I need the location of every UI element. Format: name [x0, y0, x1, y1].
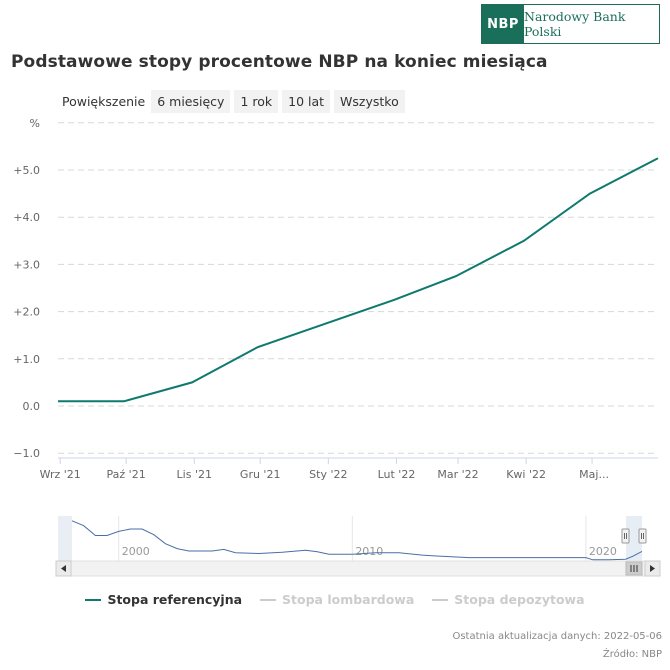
- y-tick-label: +1.0: [13, 353, 40, 366]
- navigator-outside-left: [58, 516, 72, 562]
- legend-line-icon: [260, 598, 277, 601]
- navigator-year-label: 2020: [589, 545, 617, 558]
- legend-line-icon: [85, 598, 102, 601]
- nbp-logo-text: Narodowy Bank Polski: [524, 9, 626, 39]
- navigator-year-label: 2000: [122, 545, 150, 558]
- chart-title: Podstawowe stopy procentowe NBP na konie…: [11, 52, 548, 72]
- x-axis-labels: Wrz '21 Paź '21 Lis '21 Gru '21 Sty '22 Lut '…: [40, 457, 658, 481]
- zoom-1-year-button[interactable]: 1 rok: [234, 90, 279, 113]
- zoom-6-months-button[interactable]: 6 miesięcy: [151, 90, 231, 113]
- x-tick-label: Gru '21: [240, 468, 281, 481]
- grid-layer: [58, 122, 658, 454]
- navigator-series-line: [71, 520, 643, 561]
- navigator-handle-left[interactable]: [621, 528, 630, 544]
- legend-label: Stopa referencyjna: [107, 592, 243, 607]
- navigator-handle-right[interactable]: [638, 528, 647, 544]
- nbp-logo: NBP Narodowy Bank Polski: [481, 4, 660, 44]
- x-tick-label: Sty '22: [309, 468, 347, 481]
- x-tick-label: Lut '22: [378, 468, 416, 481]
- last-update-text: Ostatnia aktualizacja danych: 2022-05-06: [452, 631, 662, 642]
- y-tick-label: +2.0: [13, 306, 40, 319]
- scrollbar-track: [55, 560, 661, 577]
- zoom-bar: Powiększenie 6 miesięcy 1 rok 10 lat Wsz…: [62, 90, 409, 113]
- scroll-right-arrow-icon: [650, 565, 655, 572]
- y-tick-label: −1.0: [13, 447, 40, 460]
- legend-label: Stopa lombardowa: [282, 592, 415, 607]
- y-tick-label: +3.0: [13, 258, 40, 271]
- navigator-year-labels: 2000 2010 2020: [118, 516, 617, 562]
- navigator-selected-range: [626, 516, 642, 562]
- navigator[interactable]: 2000 2010 2020: [0, 510, 670, 580]
- x-tick-label: Wrz '21: [40, 468, 81, 481]
- zoom-label: Powiększenie: [62, 94, 146, 109]
- zoom-all-button[interactable]: Wszystko: [334, 90, 405, 113]
- scrollbar[interactable]: [55, 560, 661, 577]
- series-layer: [58, 157, 659, 403]
- x-tick-label: Kwi '22: [506, 468, 546, 481]
- legend-item-stopa-lombardowa[interactable]: Stopa lombardowa: [260, 592, 414, 607]
- y-unit-label: %: [30, 117, 40, 130]
- x-tick-label: Maj...: [579, 468, 609, 481]
- legend-line-icon: [432, 598, 449, 601]
- zoom-10-years-button[interactable]: 10 lat: [282, 90, 331, 113]
- main-chart: −1.0 0.0 +1.0 +2.0 +3.0 +4.0 +5.0 Wrz '21 Paź '…: [13, 117, 659, 481]
- scroll-left-arrow-icon: [61, 565, 66, 572]
- x-tick-label: Mar '22: [437, 468, 478, 481]
- legend-item-stopa-depozytowa[interactable]: Stopa depozytowa: [432, 592, 585, 607]
- x-tick-label: Lis '21: [177, 468, 212, 481]
- source-text: Źródło: NBP: [602, 649, 662, 660]
- legend: Stopa referencyjna Stopa lombardowa Stop…: [0, 592, 670, 607]
- y-tick-label: +4.0: [13, 211, 40, 224]
- x-tick-label: Paź '21: [107, 468, 146, 481]
- y-tick-label: +5.0: [13, 164, 40, 177]
- navigator-year-label: 2010: [355, 545, 383, 558]
- nbp-logo-mark: NBP: [482, 5, 524, 43]
- legend-item-stopa-referencyjna[interactable]: Stopa referencyjna: [85, 592, 242, 607]
- y-axis-labels: −1.0 0.0 +1.0 +2.0 +3.0 +4.0 +5.0: [13, 164, 40, 460]
- series-line-stopa-referencyjna[interactable]: [58, 157, 659, 403]
- legend-label: Stopa depozytowa: [454, 592, 585, 607]
- y-tick-label: 0.0: [23, 400, 41, 413]
